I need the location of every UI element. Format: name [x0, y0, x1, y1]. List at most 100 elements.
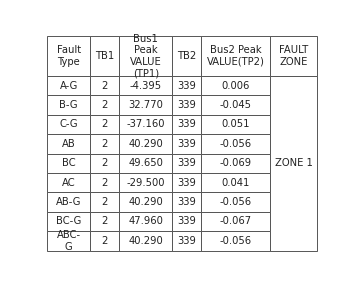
Text: Bus2 Peak
VALUE(TP2): Bus2 Peak VALUE(TP2) [207, 45, 264, 67]
Bar [47, 76, 91, 95]
Bar [91, 212, 119, 231]
Bar [47, 231, 91, 250]
Text: -4.395: -4.395 [130, 81, 162, 91]
Bar [201, 173, 270, 192]
Text: -37.160: -37.160 [127, 120, 165, 130]
Bar [47, 134, 91, 154]
Bar [172, 95, 201, 115]
Text: 339: 339 [177, 100, 196, 110]
Bar [119, 36, 172, 76]
Bar [91, 192, 119, 212]
Bar [91, 154, 119, 173]
Bar [47, 115, 91, 134]
Bar [91, 115, 119, 134]
Text: BC-G: BC-G [56, 216, 82, 226]
Text: 339: 339 [177, 178, 196, 188]
Bar [172, 134, 201, 154]
Text: 0.006: 0.006 [222, 81, 250, 91]
Bar [201, 212, 270, 231]
Bar [172, 212, 201, 231]
Bar [172, 36, 201, 76]
Text: -0.069: -0.069 [220, 158, 252, 168]
Bar [91, 95, 119, 115]
Text: A-G: A-G [60, 81, 78, 91]
Text: 2: 2 [102, 236, 108, 246]
Bar [47, 36, 91, 76]
Text: 49.650: 49.650 [129, 158, 163, 168]
Bar [201, 154, 270, 173]
Bar [201, 134, 270, 154]
Text: 339: 339 [177, 197, 196, 207]
Bar [201, 95, 270, 115]
Bar [201, 115, 270, 134]
Text: -0.067: -0.067 [220, 216, 252, 226]
Bar [201, 231, 270, 250]
Text: FAULT
ZONE: FAULT ZONE [279, 45, 308, 67]
Bar [172, 231, 201, 250]
Bar [91, 134, 119, 154]
Text: -0.045: -0.045 [220, 100, 252, 110]
Text: BC: BC [62, 158, 76, 168]
Text: TB2: TB2 [177, 51, 196, 61]
Bar [119, 231, 172, 250]
Text: 2: 2 [102, 216, 108, 226]
Text: 2: 2 [102, 120, 108, 130]
Bar [91, 173, 119, 192]
Text: 2: 2 [102, 158, 108, 168]
Bar [201, 36, 270, 76]
Text: AB-G: AB-G [56, 197, 82, 207]
Text: 2: 2 [102, 81, 108, 91]
Bar [47, 95, 91, 115]
Bar [47, 192, 91, 212]
Text: C-G: C-G [60, 120, 78, 130]
Bar [91, 36, 119, 76]
Text: 32.770: 32.770 [129, 100, 163, 110]
Bar [119, 192, 172, 212]
Text: 0.051: 0.051 [222, 120, 250, 130]
Bar [172, 154, 201, 173]
Text: -29.500: -29.500 [127, 178, 165, 188]
Text: -0.056: -0.056 [220, 139, 252, 149]
Text: Bus1
Peak
VALUE
(TP1): Bus1 Peak VALUE (TP1) [130, 34, 162, 78]
Text: ABC-
G: ABC- G [57, 230, 81, 252]
Text: B-G: B-G [60, 100, 78, 110]
Bar [119, 154, 172, 173]
Text: 339: 339 [177, 139, 196, 149]
Text: ZONE 1: ZONE 1 [274, 158, 312, 168]
Bar [172, 76, 201, 95]
Text: -0.056: -0.056 [220, 197, 252, 207]
Text: TB1: TB1 [95, 51, 115, 61]
Text: 339: 339 [177, 81, 196, 91]
Text: 339: 339 [177, 216, 196, 226]
Text: 2: 2 [102, 197, 108, 207]
Text: 339: 339 [177, 158, 196, 168]
Bar [91, 231, 119, 250]
Text: 0.041: 0.041 [222, 178, 250, 188]
Bar [172, 192, 201, 212]
Bar [270, 36, 317, 76]
Bar [119, 76, 172, 95]
Bar [201, 76, 270, 95]
Text: 339: 339 [177, 236, 196, 246]
Text: AC: AC [62, 178, 76, 188]
Text: 40.290: 40.290 [129, 139, 163, 149]
Text: 40.290: 40.290 [129, 236, 163, 246]
Bar [119, 95, 172, 115]
Text: 40.290: 40.290 [129, 197, 163, 207]
Text: 2: 2 [102, 100, 108, 110]
Bar [91, 76, 119, 95]
Bar [119, 212, 172, 231]
Text: 2: 2 [102, 178, 108, 188]
Bar [172, 173, 201, 192]
Text: 47.960: 47.960 [129, 216, 163, 226]
Bar [201, 192, 270, 212]
Text: AB: AB [62, 139, 76, 149]
Text: 2: 2 [102, 139, 108, 149]
Bar [119, 173, 172, 192]
Bar [47, 154, 91, 173]
Bar [47, 212, 91, 231]
Bar [270, 76, 317, 250]
Bar [119, 115, 172, 134]
Text: -0.056: -0.056 [220, 236, 252, 246]
Bar [47, 173, 91, 192]
